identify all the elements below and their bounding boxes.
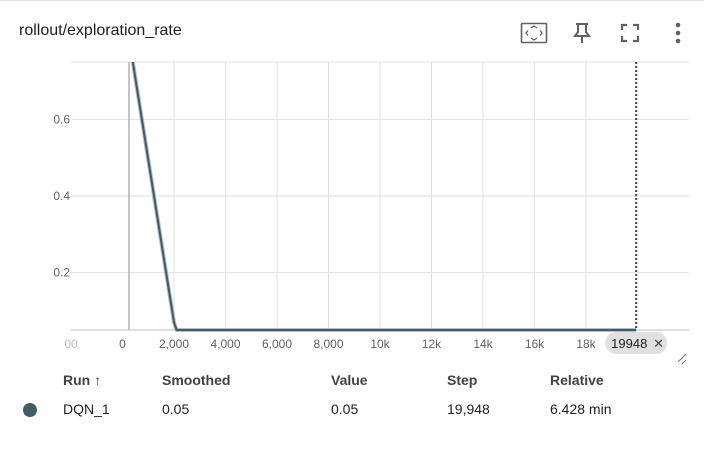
x-tick-label: 18k	[576, 337, 596, 351]
x-tick-label: 8,000	[313, 337, 343, 351]
horizontal-gridlines	[71, 118, 689, 274]
step-cell: 19,948	[447, 401, 490, 417]
series-lines	[130, 61, 637, 332]
y-tick-label: 0.4	[53, 189, 70, 203]
column-header-step[interactable]: Step	[447, 372, 478, 388]
fullscreen-button[interactable]	[615, 18, 645, 48]
series-line	[131, 61, 637, 331]
run-color-dot	[23, 403, 37, 417]
line-chart[interactable]: 0.60.40.2 00 0 2,000 4,000 6,000 8,000 10k 12k 1…	[0, 40, 704, 370]
column-header-value[interactable]: Value	[331, 372, 368, 388]
column-header-run[interactable]: Run ↑	[63, 372, 102, 388]
x-tick-label: 12k	[422, 337, 442, 351]
card-title: rollout/exploration_rate	[19, 22, 182, 39]
x-tick-label: 10k	[370, 337, 390, 351]
value-cell: 0.05	[331, 401, 359, 417]
y-tick-label: 0.6	[53, 112, 70, 126]
fullscreen-icon	[620, 23, 640, 43]
step-cursor-value: 19948	[611, 336, 647, 351]
resize-handle-icon[interactable]	[677, 353, 687, 365]
step-cursor-chip-bg	[605, 332, 668, 354]
x-tick-label: 4,000	[210, 337, 240, 351]
y-axis-tick-labels: 0.6 0.4 0.2	[53, 112, 70, 279]
more-vert-icon	[675, 22, 681, 44]
pin-icon	[573, 23, 591, 43]
pin-button[interactable]	[567, 18, 597, 48]
x-tick-label: 0	[119, 337, 126, 351]
step-cursor-close-icon[interactable]: ✕	[653, 336, 664, 351]
x-tick-label: 16k	[525, 337, 545, 351]
smoothed-value: 0.05	[162, 401, 190, 417]
relative-time-cell: 6.428 min	[550, 401, 612, 417]
x-tick-label: 2,000	[159, 337, 189, 351]
x-tick-label: 00	[64, 337, 78, 351]
run-name: DQN_1	[63, 401, 110, 417]
x-tick-label: 6,000	[262, 337, 292, 351]
y-tick-label: 0.2	[53, 266, 70, 280]
column-header-smoothed[interactable]: Smoothed	[162, 372, 231, 388]
column-header-relative[interactable]: Relative	[550, 372, 604, 388]
more-options-button[interactable]	[663, 18, 693, 48]
fit-domain-button[interactable]	[519, 18, 549, 48]
fit-domain-icon	[520, 22, 548, 44]
card-top-border	[0, 0, 704, 1]
step-cursor-chip[interactable]: 19948 ✕	[605, 332, 668, 354]
x-tick-label: 14k	[473, 337, 493, 351]
